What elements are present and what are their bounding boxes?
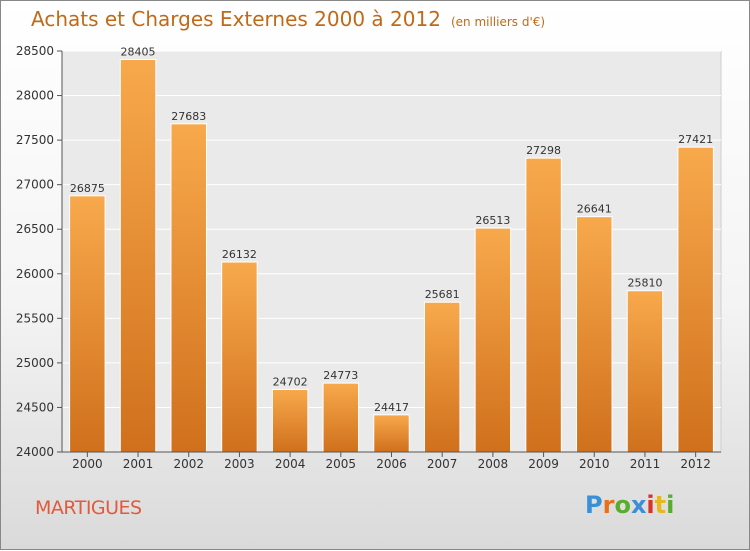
plot-background xyxy=(61,50,722,453)
city-label: MARTIGUES xyxy=(35,497,142,519)
logo-letter: x xyxy=(630,491,647,519)
data-label: 26132 xyxy=(222,248,257,261)
bar xyxy=(626,290,664,453)
x-tick-label: 2009 xyxy=(528,457,559,471)
logo-letter: P xyxy=(585,491,603,519)
y-tick-label: 28000 xyxy=(16,89,54,103)
bar xyxy=(69,195,106,453)
x-tick-label: 2011 xyxy=(630,457,661,471)
x-tick-label: 2006 xyxy=(376,457,407,471)
x-tick-label: 2005 xyxy=(326,457,357,471)
logo-letter: t xyxy=(654,491,667,519)
chart-subtitle: (en milliers d'€) xyxy=(450,15,546,29)
y-tick-label: 25500 xyxy=(16,311,54,325)
bar xyxy=(322,382,360,453)
x-tick-label: 2002 xyxy=(173,457,204,471)
data-label: 26875 xyxy=(70,182,105,195)
data-label: 24702 xyxy=(273,375,308,388)
bar xyxy=(474,227,512,453)
x-tick-label: 2004 xyxy=(275,457,306,471)
axes: 24000 24500 25000 25500 26000 26500 27000 27500… xyxy=(16,44,721,471)
bar xyxy=(576,216,613,453)
bar xyxy=(271,388,309,453)
bar xyxy=(221,261,258,453)
chart-title: Achats et Charges Externes 2000 à 2012 (e… xyxy=(31,7,545,31)
data-label: 24417 xyxy=(374,401,409,414)
y-tick-label: 24500 xyxy=(16,400,54,414)
y-tick-label: 27500 xyxy=(16,133,54,147)
data-label: 25810 xyxy=(627,277,662,290)
y-tick-label: 28500 xyxy=(16,44,54,58)
bars: 26875 28405 27683 26132 24702 24773 24417 25681… xyxy=(69,45,714,453)
logo-letter: i xyxy=(646,491,655,519)
x-tick-label: 2007 xyxy=(427,457,458,471)
x-tick-label: 2008 xyxy=(478,457,509,471)
data-label: 25681 xyxy=(425,288,460,301)
data-label: 28405 xyxy=(121,45,156,58)
y-tick-label: 24000 xyxy=(16,445,54,459)
bar xyxy=(373,414,410,453)
x-tick-label: 2012 xyxy=(680,457,711,471)
y-tick-label: 26500 xyxy=(16,222,54,236)
data-label: 26513 xyxy=(475,214,510,227)
data-label: 26641 xyxy=(577,203,612,216)
bar xyxy=(677,146,714,453)
x-tick-label: 2001 xyxy=(123,457,154,471)
bar xyxy=(170,123,207,453)
bar xyxy=(525,157,562,453)
logo-letter: i xyxy=(666,491,675,519)
bar xyxy=(119,58,157,453)
data-label: 27683 xyxy=(171,110,206,123)
data-label: 27421 xyxy=(678,133,713,146)
y-tick-label: 25000 xyxy=(16,356,54,370)
y-tick-label: 27000 xyxy=(16,178,54,192)
bar xyxy=(423,301,461,453)
x-tick-label: 2010 xyxy=(579,457,610,471)
chart-title-text: Achats et Charges Externes 2000 à 2012 xyxy=(31,7,441,31)
x-tick-label: 2003 xyxy=(224,457,255,471)
logo-letter: o xyxy=(614,491,631,519)
logo-letter: r xyxy=(602,491,615,519)
plot-area xyxy=(61,50,722,453)
x-tick-label: 2000 xyxy=(72,457,103,471)
proxiti-logo: Proxiti xyxy=(585,491,674,519)
data-label: 24773 xyxy=(323,369,358,382)
y-tick-label: 26000 xyxy=(16,267,54,281)
data-label: 27298 xyxy=(526,144,561,157)
